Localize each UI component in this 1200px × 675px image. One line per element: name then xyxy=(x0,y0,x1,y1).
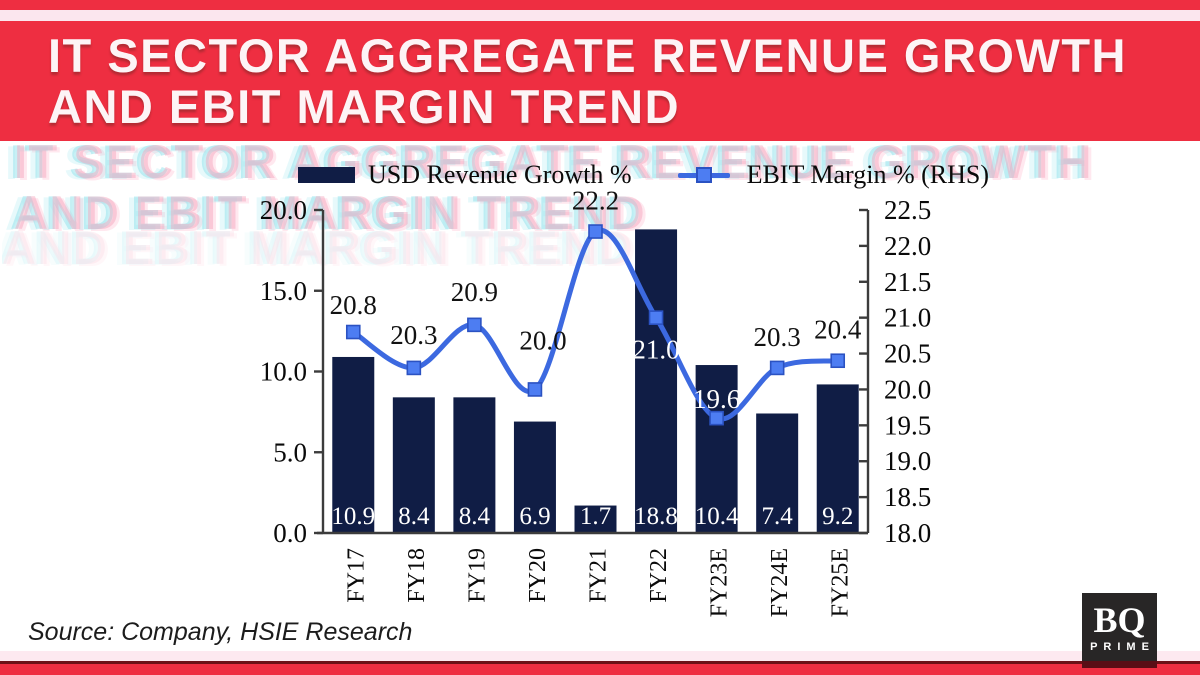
bar-value-label: 18.8 xyxy=(634,503,678,530)
right-axis-tick-label: 20.0 xyxy=(884,374,931,404)
line-value-label: 20.3 xyxy=(754,322,801,352)
x-label-FY20: FY20 xyxy=(525,548,551,603)
bar-FY18 xyxy=(392,397,435,533)
title-banner: IT SECTOR AGGREGATE REVENUE GROWTH AND E… xyxy=(0,21,1200,141)
bar-FY24E xyxy=(756,413,799,533)
bar-FY21 xyxy=(574,505,617,533)
left-axis-tick-label: 10.0 xyxy=(260,357,307,387)
logo-maroon-strip xyxy=(1082,661,1157,668)
bar-series-swatch xyxy=(298,167,355,183)
bar-FY23E xyxy=(695,365,738,533)
line-marker-FY21 xyxy=(588,224,603,239)
left-axis-tick-label: 5.0 xyxy=(273,437,307,467)
bar-value-label: 7.4 xyxy=(762,503,794,530)
bar-value-label: 9.2 xyxy=(822,503,853,530)
right-axis-tick-label: 18.5 xyxy=(884,482,931,512)
bar-FY17 xyxy=(332,356,375,533)
bar-FY22 xyxy=(635,229,678,533)
line-series-label: EBIT Margin % (RHS) xyxy=(746,160,989,189)
logo-bq-text: BQ xyxy=(1093,599,1146,640)
line-marker-FY25E xyxy=(830,353,846,369)
bar-FY20 xyxy=(513,421,556,533)
bar-series-label: USD Revenue Growth % xyxy=(368,160,632,189)
bar-FY19 xyxy=(453,397,496,533)
right-axis-tick-label: 19.0 xyxy=(884,446,931,476)
bq-prime-logo: BQ PRIME xyxy=(1082,593,1157,661)
x-label-FY25E: FY25E xyxy=(828,548,854,617)
x-label-FY22: FY22 xyxy=(646,548,672,603)
title-ghost-artifact-2: AND EBIT MARGIN TREND xyxy=(2,222,635,274)
chart-legend: USD Revenue Growth % EBIT Margin % (RHS) xyxy=(298,160,989,190)
top-red-strip xyxy=(0,0,1200,10)
bar-value-label: 6.9 xyxy=(519,503,550,530)
bar-value-label: 10.9 xyxy=(331,503,375,530)
line-marker-FY22 xyxy=(648,310,664,325)
left-axis-tick-label: 15.0 xyxy=(260,276,307,306)
line-value-label: 19.6 xyxy=(693,384,740,414)
line-marker-icon xyxy=(695,167,712,183)
logo-prime-text: PRIME xyxy=(1090,640,1155,653)
bottom-red-bar xyxy=(0,664,1200,675)
bar-value-label: 10.4 xyxy=(695,503,739,530)
source-note: Source: Company, HSIE Research xyxy=(28,618,413,646)
line-value-label: 20.4 xyxy=(814,315,862,345)
right-axis-tick-label: 22.0 xyxy=(884,231,931,261)
line-value-label: 21.0 xyxy=(632,335,679,365)
left-axis-tick-label: 20.0 xyxy=(260,195,307,225)
x-label-FY21: FY21 xyxy=(586,548,612,603)
line-marker-FY19 xyxy=(467,317,482,333)
page-title-line2: AND EBIT MARGIN TREND xyxy=(48,80,681,133)
bar-value-label: 1.7 xyxy=(580,503,611,530)
top-pink-gap xyxy=(0,10,1200,21)
line-series-swatch xyxy=(677,167,730,183)
line-value-label: 20.3 xyxy=(390,320,437,350)
x-label-FY18: FY18 xyxy=(404,548,430,603)
left-axis-tick-label: 0.0 xyxy=(273,518,307,548)
line-marker-FY18 xyxy=(406,360,422,376)
line-value-label: 22.2 xyxy=(572,186,619,216)
right-axis-tick-label: 21.0 xyxy=(884,303,931,333)
bar-FY25E xyxy=(816,384,859,533)
right-axis-tick-label: 21.5 xyxy=(884,267,931,297)
right-axis-tick-label: 19.5 xyxy=(884,410,931,440)
bottom-pink-band xyxy=(0,651,1200,661)
line-value-label: 20.9 xyxy=(451,277,498,307)
right-axis-tick-label: 22.5 xyxy=(884,195,931,225)
page-title-line1: IT SECTOR AGGREGATE REVENUE GROWTH xyxy=(48,29,1127,82)
line-value-label: 20.0 xyxy=(519,325,566,355)
line-marker-FY20 xyxy=(527,382,543,397)
x-label-FY19: FY19 xyxy=(464,548,490,603)
bar-value-label: 8.4 xyxy=(398,503,430,530)
line-marker-FY17 xyxy=(345,324,361,340)
right-axis-tick-label: 18.0 xyxy=(884,518,931,548)
x-label-FY24E: FY24E xyxy=(767,548,793,617)
bottom-dark-line xyxy=(0,661,1200,664)
x-label-FY23E: FY23E xyxy=(707,548,733,617)
line-marker-FY24E xyxy=(769,360,785,376)
title-ghost-artifact: IT SECTOR AGGREGATE REVENUE GROWTH AND E… xyxy=(14,135,1093,239)
x-label-FY17: FY17 xyxy=(343,548,369,603)
line-marker-FY23E xyxy=(709,410,724,426)
right-axis-tick-label: 20.5 xyxy=(884,339,931,369)
bar-value-label: 8.4 xyxy=(459,503,491,530)
line-value-label: 20.8 xyxy=(330,290,377,320)
